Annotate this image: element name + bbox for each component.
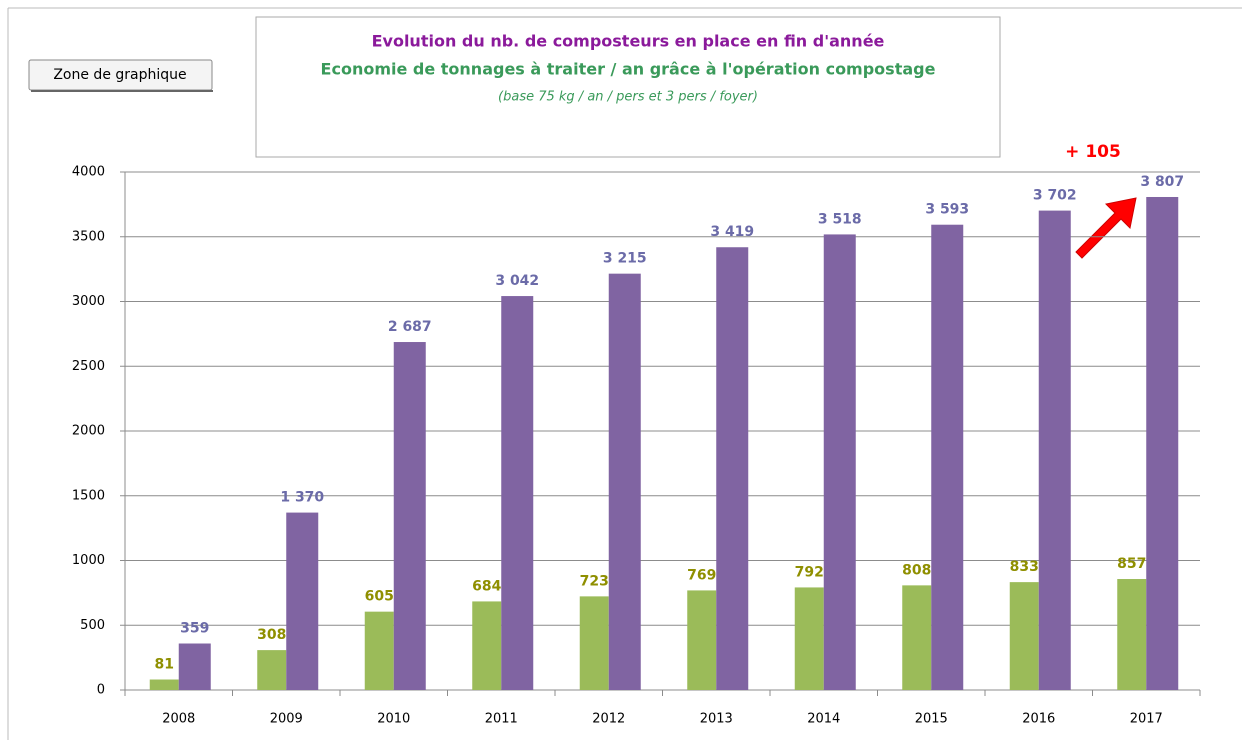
value-label: 684: [472, 578, 501, 594]
bar: [902, 585, 932, 690]
bar: [472, 601, 502, 690]
chart-note: (base 75 kg / an / pers et 3 pers / foye…: [498, 90, 758, 105]
value-label: 833: [1010, 559, 1039, 575]
x-tick-label: 2010: [377, 712, 410, 727]
y-tick-label: 1000: [72, 553, 105, 568]
annotation: + 105: [1065, 142, 1121, 162]
x-tick-label: 2008: [162, 712, 195, 727]
zone-button[interactable]: Zone de graphique: [28, 59, 213, 92]
x-tick-label: 2014: [807, 712, 840, 727]
value-label: 3 807: [1140, 174, 1184, 190]
x-tick-label: 2015: [915, 712, 948, 727]
value-label: 3 419: [710, 224, 754, 240]
value-label: 792: [795, 564, 824, 580]
x-tick-label: 2009: [270, 712, 303, 727]
bar: [579, 596, 609, 690]
chart-subtitle: Economie de tonnages à traiter / an grâc…: [321, 60, 936, 79]
value-label: 3 042: [495, 273, 539, 289]
bar: [178, 643, 211, 690]
y-tick-label: 4000: [72, 165, 105, 180]
y-tick-label: 3500: [72, 229, 105, 244]
value-label: 769: [687, 567, 716, 583]
value-label: 723: [580, 573, 609, 589]
chart-title: Evolution du nb. de composteurs en place…: [372, 32, 885, 51]
bar: [501, 296, 534, 690]
bar: [716, 247, 749, 690]
bar: [794, 587, 824, 690]
y-tick-label: 500: [80, 618, 105, 633]
y-tick-label: 2000: [72, 424, 105, 439]
y-tick-label: 3000: [72, 294, 105, 309]
value-label: 2 687: [388, 319, 432, 335]
bar: [608, 273, 641, 690]
bar: [1038, 210, 1071, 690]
bar: [364, 611, 394, 690]
bar: [1146, 196, 1179, 690]
value-label: 3 215: [603, 251, 647, 267]
button-label[interactable]: Zone de graphique: [53, 67, 186, 83]
bar: [286, 512, 319, 690]
y-tick-label: 0: [97, 683, 105, 698]
title-box: [255, 16, 1001, 158]
value-label: 3 702: [1033, 188, 1077, 204]
x-tick-label: 2016: [1022, 712, 1055, 727]
bar: [149, 679, 179, 690]
bar: [687, 590, 717, 690]
x-tick-label: 2012: [592, 712, 625, 727]
value-label: 808: [902, 562, 931, 578]
x-tick-label: 2017: [1130, 712, 1163, 727]
value-label: 81: [155, 657, 174, 673]
y-tick-label: 1500: [72, 488, 105, 503]
x-tick-label: 2013: [700, 712, 733, 727]
value-label: 857: [1117, 556, 1146, 572]
bar: [257, 650, 287, 690]
bar: [1117, 579, 1147, 690]
bar: [823, 234, 856, 690]
bar: [931, 224, 964, 691]
value-label: 308: [257, 627, 286, 643]
bar: [393, 342, 426, 690]
arrow: [1075, 197, 1137, 259]
value-label: 3 518: [818, 211, 862, 227]
value-label: 1 370: [280, 490, 324, 506]
value-label: 605: [365, 589, 394, 605]
y-tick-label: 2500: [72, 359, 105, 374]
x-tick-label: 2011: [485, 712, 518, 727]
bar: [1009, 582, 1039, 690]
value-label: 3 593: [925, 202, 969, 218]
value-label: 359: [180, 621, 209, 637]
